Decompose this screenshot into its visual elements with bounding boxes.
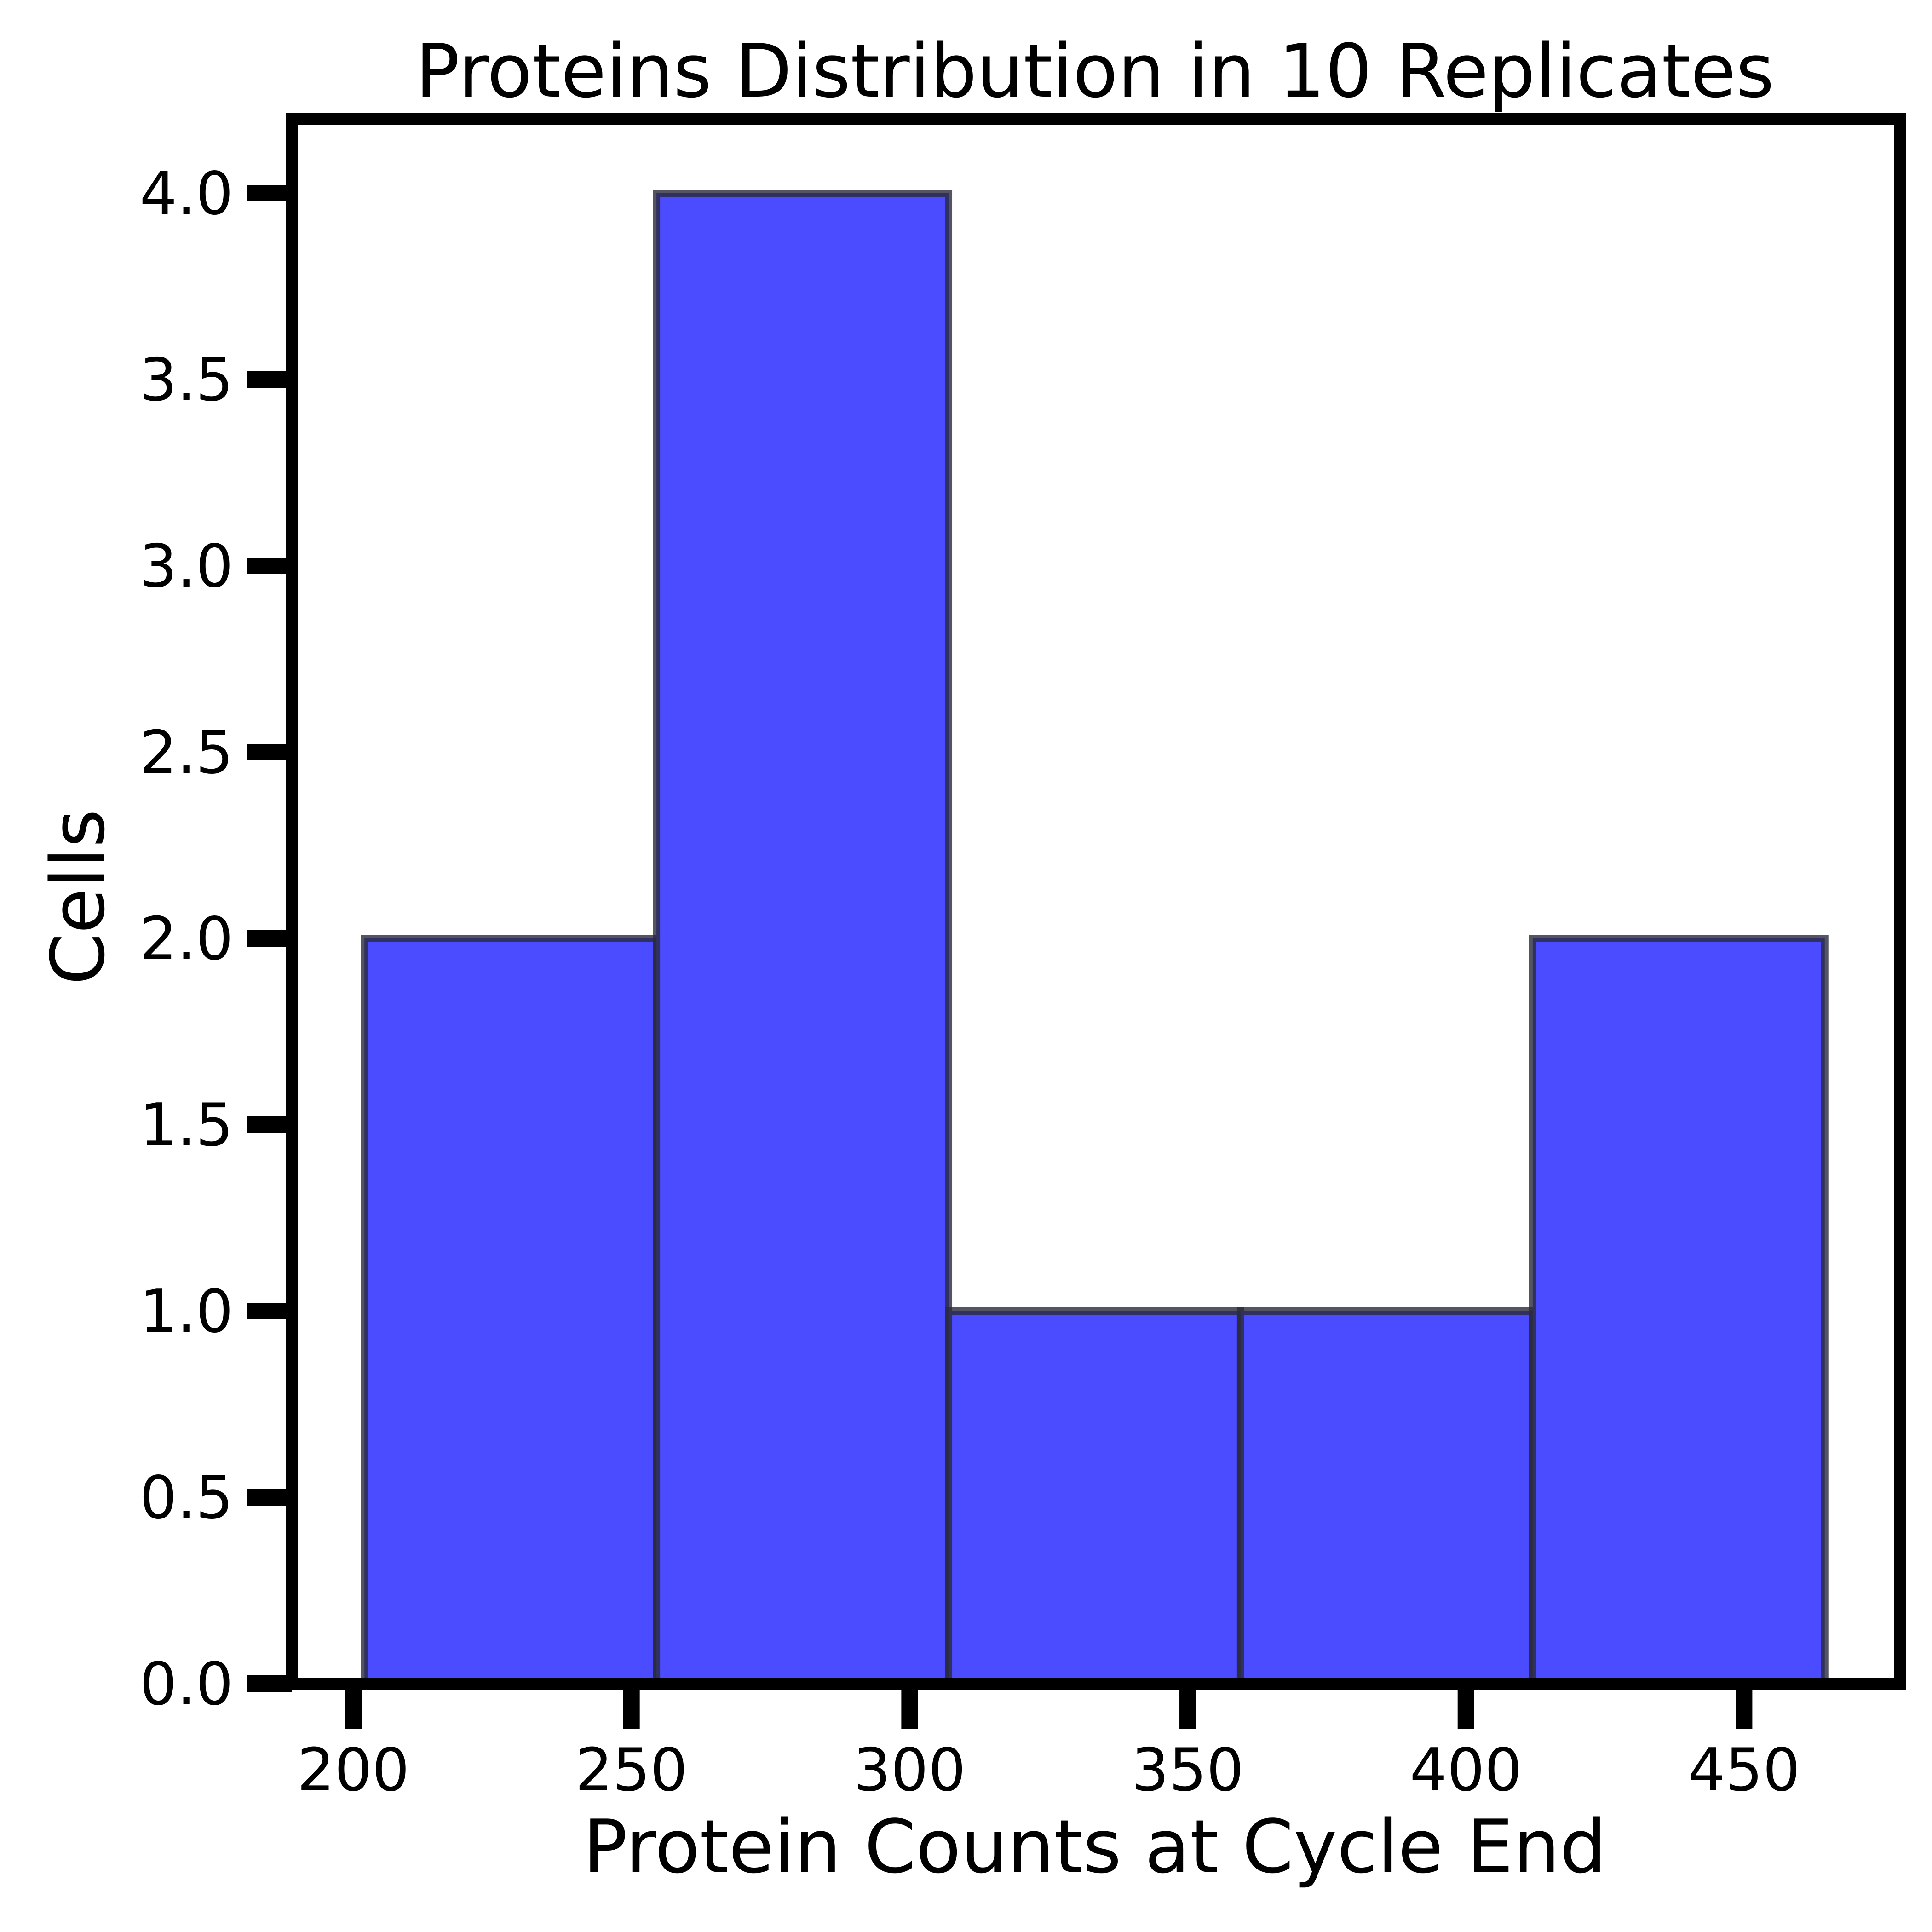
histogram-bars bbox=[361, 190, 1828, 1687]
y-tick-label: 1.5 bbox=[139, 1091, 233, 1160]
x-axis-ticks: 200 250 300 350 400 450 bbox=[297, 1684, 1800, 1805]
chart-title: Proteins Distribution in 10 Replicates bbox=[415, 28, 1774, 114]
y-tick-label: 2.0 bbox=[139, 905, 233, 973]
y-tick-label: 3.0 bbox=[139, 532, 233, 601]
histogram-bar bbox=[945, 1307, 1244, 1687]
y-axis-label: Cells bbox=[35, 809, 121, 985]
x-tick-label: 400 bbox=[1410, 1736, 1522, 1805]
x-tick-label: 300 bbox=[853, 1736, 966, 1805]
y-tick-label: 4.0 bbox=[139, 160, 233, 228]
y-tick-label: 3.5 bbox=[139, 346, 233, 414]
y-tick-label: 2.5 bbox=[139, 719, 233, 787]
x-axis-label: Protein Counts at Cycle End bbox=[583, 1804, 1607, 1890]
y-tick-label: 1.0 bbox=[139, 1277, 233, 1346]
x-tick-label: 350 bbox=[1132, 1736, 1244, 1805]
y-tick-label: 0.5 bbox=[139, 1464, 233, 1532]
x-tick-label: 250 bbox=[575, 1736, 688, 1805]
x-tick-label: 450 bbox=[1688, 1736, 1800, 1805]
y-axis-ticks: 0.0 0.5 1.0 1.5 2.0 2.5 3.0 3.5 4.0 bbox=[139, 160, 292, 1719]
histogram-bar bbox=[1529, 935, 1828, 1687]
x-tick-label: 200 bbox=[297, 1736, 409, 1805]
plot-frame bbox=[286, 113, 1906, 1690]
histogram-bar bbox=[653, 190, 953, 1687]
y-tick-label: 0.0 bbox=[139, 1650, 233, 1719]
histogram-bar bbox=[1236, 1307, 1536, 1687]
histogram-bar bbox=[361, 935, 661, 1687]
